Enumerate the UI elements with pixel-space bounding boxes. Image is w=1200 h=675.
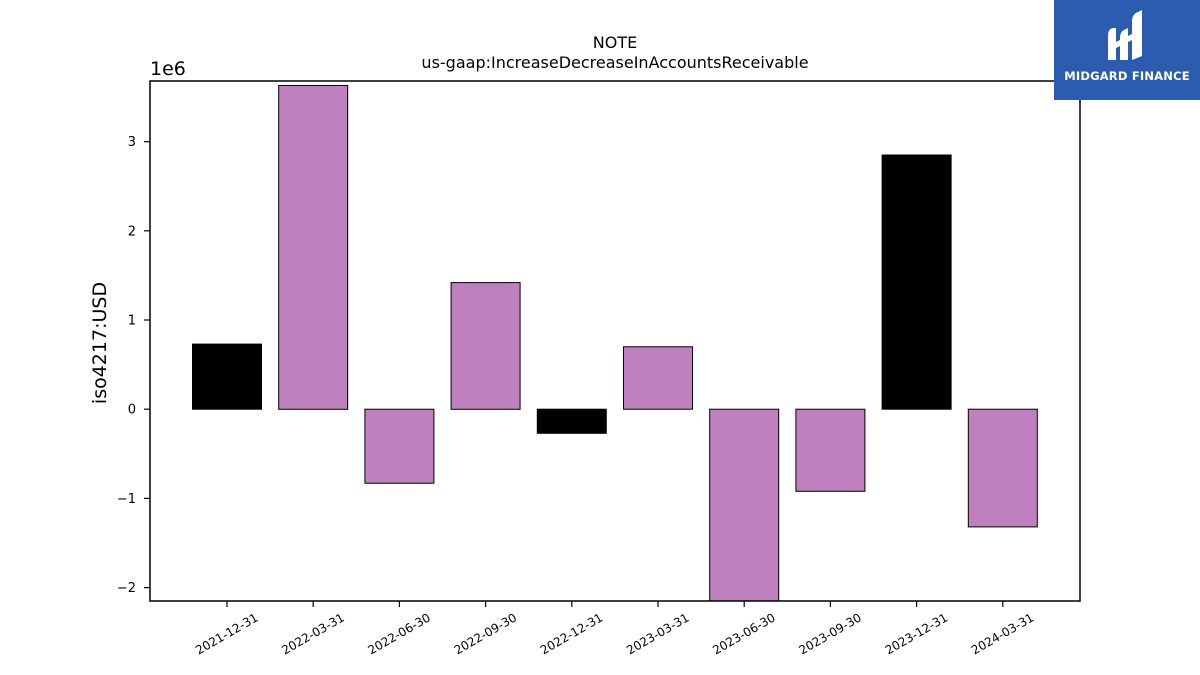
x-tick-label: 2023-12-31 (883, 610, 950, 657)
bars-layer (192, 85, 1038, 602)
bar-2022-06-30 (364, 408, 435, 484)
x-tick-label: 2023-09-30 (796, 610, 863, 657)
x-tick-label: 2022-06-30 (365, 610, 432, 657)
x-axis-ticks: 2021-12-31 2022-03-31 2022-06-30 2022-09-30… (193, 601, 1036, 657)
x-tick-label: 2023-06-30 (710, 610, 777, 657)
y-tick-label: 3 (128, 135, 136, 150)
y-tick-label: −1 (117, 492, 136, 507)
bar-2021-12-31 (192, 343, 262, 410)
x-tick-label: 2024-03-31 (969, 610, 1036, 657)
brand-name: MIDGARD FINANCE (1064, 69, 1190, 83)
midgard-logo-icon (1108, 10, 1142, 60)
bar-2022-09-30 (450, 282, 521, 410)
y-axis-ticks: −2 −1 0 1 2 3 (117, 135, 150, 596)
x-tick-label: 2022-03-31 (279, 610, 346, 657)
chart-subtitle: us-gaap:IncreaseDecreaseInAccountsReceiv… (421, 53, 808, 72)
bar-2023-06-30 (709, 408, 780, 602)
x-tick-label: 2022-12-31 (538, 610, 605, 657)
bar-2022-12-31 (536, 408, 607, 434)
y-axis-label: iso4217:USD (89, 282, 111, 404)
y-tick-label: −2 (117, 581, 136, 596)
plot-frame (149, 80, 1081, 602)
y-tick-label: 2 (128, 224, 136, 239)
bar-2023-03-31 (623, 346, 693, 410)
x-tick-label: 2021-12-31 (193, 610, 260, 657)
y-axis-scale-label: 1e6 (150, 58, 186, 80)
y-tick-label: 1 (128, 314, 136, 329)
chart-title: NOTE (593, 33, 637, 52)
bar-2022-03-31 (278, 85, 349, 410)
bar-2023-09-30 (795, 408, 866, 492)
bar-2023-12-31 (881, 154, 952, 410)
y-tick-label: 0 (128, 403, 136, 418)
x-tick-label: 2023-03-31 (624, 610, 691, 657)
bar-2024-03-31 (967, 408, 1038, 528)
brand-logo: MIDGARD FINANCE (1054, 0, 1200, 100)
x-tick-label: 2022-09-30 (452, 610, 519, 657)
